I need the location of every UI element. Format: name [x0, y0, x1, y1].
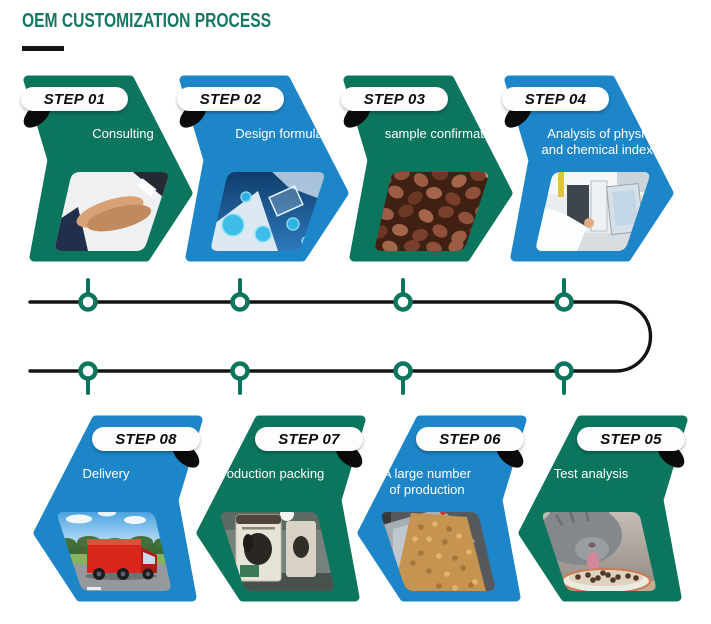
- step-08-description: Delivery: [82, 466, 130, 481]
- step-07-description: Production packing: [213, 466, 325, 481]
- step-05-arrow-shape: [518, 415, 688, 602]
- connector-node: [78, 292, 98, 312]
- page-title: OEM CUSTOMIZATION PROCESS: [22, 10, 272, 32]
- step-04-arrow-shape: [504, 75, 674, 262]
- step-07-arrow-shape: [196, 415, 366, 602]
- connector-node: [554, 292, 574, 312]
- connector-node: [393, 292, 413, 312]
- step-01-badge: STEP 01: [21, 87, 128, 111]
- step-08-card: STEP 08 Delivery: [31, 415, 206, 607]
- step-02-description: Design formula: [235, 126, 323, 141]
- connector-node: [554, 361, 574, 381]
- step-03-card: STEP 03 sample confirmation: [340, 75, 515, 267]
- step-04-label: STEP 04: [524, 90, 587, 108]
- step-04-card: STEP 04 Analysis of physical and chemica…: [501, 75, 676, 267]
- step-03-description: sample confirmation: [384, 126, 502, 141]
- title-underline: [22, 46, 64, 51]
- step-03-badge: STEP 03: [341, 87, 448, 111]
- step-02-card: STEP 02 Design formula: [176, 75, 351, 267]
- step-05-badge: STEP 05: [577, 427, 685, 451]
- step-01-card: STEP 01 Consulting: [20, 75, 195, 267]
- step-08-label: STEP 08: [115, 430, 177, 448]
- step-05-description: Test analysis: [553, 466, 629, 481]
- step-06-card: STEP 06 A large number of production: [355, 415, 530, 607]
- step-05-label: STEP 05: [600, 430, 662, 448]
- step-02-label: STEP 02: [199, 90, 262, 108]
- connector-node: [230, 361, 250, 381]
- lab-formula-photo: [211, 172, 325, 251]
- step-03-label: STEP 03: [363, 90, 426, 108]
- step-07-card: STEP 07 Production packing: [194, 415, 369, 607]
- step-06-badge: STEP 06: [416, 427, 524, 451]
- connector-nodes-top: [78, 278, 574, 312]
- step-06-description: A large number of production: [382, 466, 472, 497]
- step-07-label: STEP 07: [278, 430, 340, 448]
- connector-node: [78, 361, 98, 381]
- step-04-description: Analysis of physical and chemical indexe…: [541, 126, 667, 157]
- connector-node: [393, 361, 413, 381]
- step-03-arrow-shape: [343, 75, 513, 262]
- connector-track: [28, 300, 653, 373]
- step-02-arrow-shape: [179, 75, 349, 262]
- connector-node: [230, 292, 250, 312]
- step-08-arrow-shape: [33, 415, 203, 602]
- step-01-description: Consulting: [92, 126, 154, 141]
- step-01-label: STEP 01: [43, 90, 106, 108]
- step-02-badge: STEP 02: [177, 87, 284, 111]
- step-04-badge: STEP 04: [502, 87, 609, 111]
- connector-nodes-bottom: [78, 361, 574, 395]
- cat-eating-photo: [542, 512, 656, 591]
- step-08-badge: STEP 08: [92, 427, 200, 451]
- packing-bags-photo: [220, 512, 334, 591]
- step-06-label: STEP 06: [439, 430, 501, 448]
- step-05-card: STEP 05 Test analysis: [516, 415, 691, 607]
- step-06-arrow-shape: [357, 415, 527, 602]
- step-07-badge: STEP 07: [255, 427, 363, 451]
